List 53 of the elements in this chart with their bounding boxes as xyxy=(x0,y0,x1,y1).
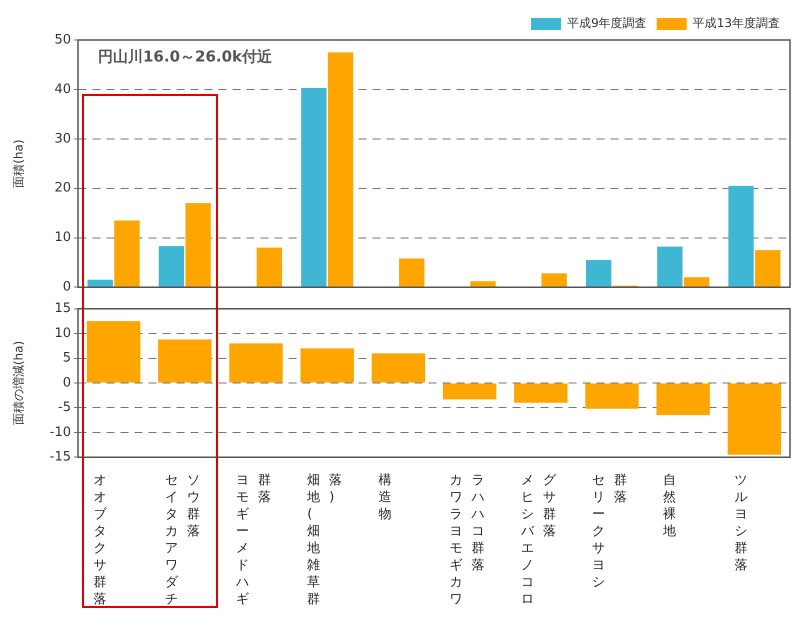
y-tick-label: 0 xyxy=(62,280,71,295)
bar xyxy=(586,260,612,287)
bar xyxy=(470,281,496,287)
bar xyxy=(88,280,113,287)
bar xyxy=(158,339,212,382)
x-tick-label: 構造物 xyxy=(378,472,392,524)
bar xyxy=(399,258,424,287)
bar xyxy=(585,384,639,409)
y-tick-label: 50 xyxy=(54,32,71,48)
y-tick-label: 10 xyxy=(54,230,71,246)
category-label: セイタカアワダチソウ群落 xyxy=(164,473,200,607)
annotation: 円山川16.0～26.0k付近 xyxy=(98,47,273,66)
bar xyxy=(301,88,327,287)
category-label: カワラヨモギカワラハハコ群落 xyxy=(450,473,485,607)
y-axis-title: 面積(ha) xyxy=(11,139,26,188)
bar xyxy=(300,348,354,382)
bar xyxy=(328,52,354,287)
bar xyxy=(728,384,782,455)
bar xyxy=(541,273,567,287)
bar xyxy=(114,220,140,287)
category-label: セリークサヨシ群落 xyxy=(592,473,627,590)
y-tick-label: 5 xyxy=(62,350,71,366)
y-tick-label: 40 xyxy=(54,82,71,97)
legend-label: 平成9年度調査 xyxy=(567,16,647,30)
y-tick-label: -15 xyxy=(50,450,71,465)
y-tick-label: 15 xyxy=(54,301,71,316)
y-tick-label: -5 xyxy=(58,400,71,416)
category-label: ヨモギーメドハギ群落 xyxy=(236,473,271,607)
bar xyxy=(728,186,754,287)
x-tick-label: オオブタクサ群落 xyxy=(94,472,108,608)
bar xyxy=(256,248,282,287)
y-tick-label: 20 xyxy=(54,180,71,196)
x-tick-label: ツルヨシ群落 xyxy=(734,472,748,575)
bar xyxy=(442,384,496,400)
y-axis-title: 面積の増減(ha) xyxy=(11,340,26,426)
bar xyxy=(514,384,568,403)
x-tick-label: 自然裸地 xyxy=(663,472,678,541)
y-tick-label: -10 xyxy=(50,424,71,440)
bar xyxy=(755,250,780,287)
bar xyxy=(185,203,211,287)
category-label: 畑地(畑地雑草群落) xyxy=(307,473,342,607)
legend-label: 平成13年度調査 xyxy=(692,16,780,30)
bar xyxy=(158,246,184,287)
bar xyxy=(657,246,683,287)
bar xyxy=(656,384,710,416)
bar xyxy=(229,343,283,382)
y-tick-label: 30 xyxy=(54,131,71,146)
bar xyxy=(86,321,140,382)
bar xyxy=(684,277,710,287)
y-tick-label: 0 xyxy=(62,375,71,390)
bar xyxy=(372,353,426,382)
category-label: メヒシバエノコログサ群落 xyxy=(520,473,556,607)
y-tick-label: 10 xyxy=(54,326,71,341)
